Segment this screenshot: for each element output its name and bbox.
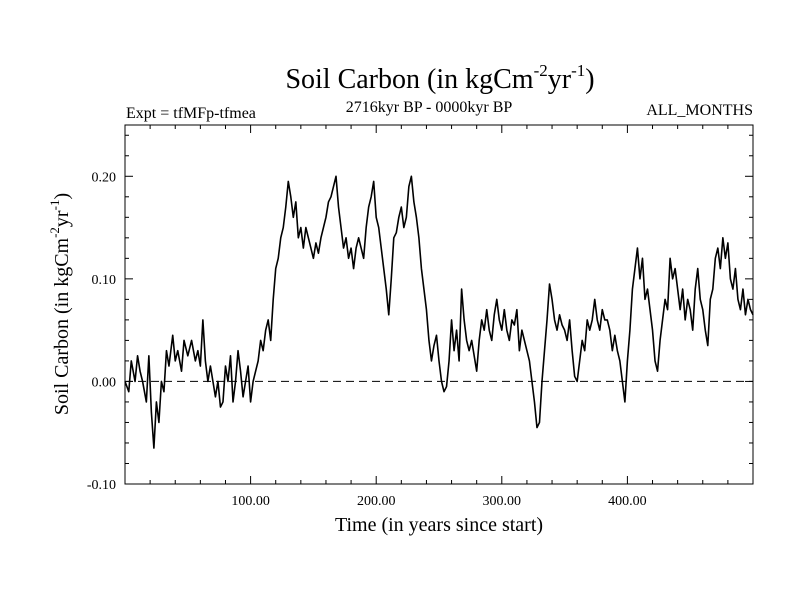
y-tick-label: -0.10 [87,478,116,493]
y-tick-label: 0.00 [92,375,117,390]
soil-carbon-series-line [124,175,754,449]
y-tick-label: 0.20 [92,170,117,185]
x-tick-label: 400.00 [608,494,647,509]
x-tick-label: 100.00 [231,494,270,509]
chart-title: Soil Carbon (in kgCm-2yr-1) [285,61,594,95]
x-axis-ticks: 100.00 200.00 300.00 400.00 [149,125,729,509]
y-tick-label: 0.10 [92,273,117,288]
months-label: ALL_MONTHS [646,102,753,119]
y-axis-ticks: -0.10 0.00 0.10 0.20 [87,134,753,493]
x-tick-label: 200.00 [357,494,396,509]
x-tick-label: 300.00 [483,494,522,509]
experiment-label: Expt = tfMFp-tfmea [126,105,256,122]
y-axis-label: Soil Carbon (in kgCm-2yr-1) [47,193,73,415]
x-axis-label: Time (in years since start) [335,514,543,536]
time-range-label: 2716kyr BP - 0000kyr BP [346,99,513,116]
plot-frame [124,124,754,485]
